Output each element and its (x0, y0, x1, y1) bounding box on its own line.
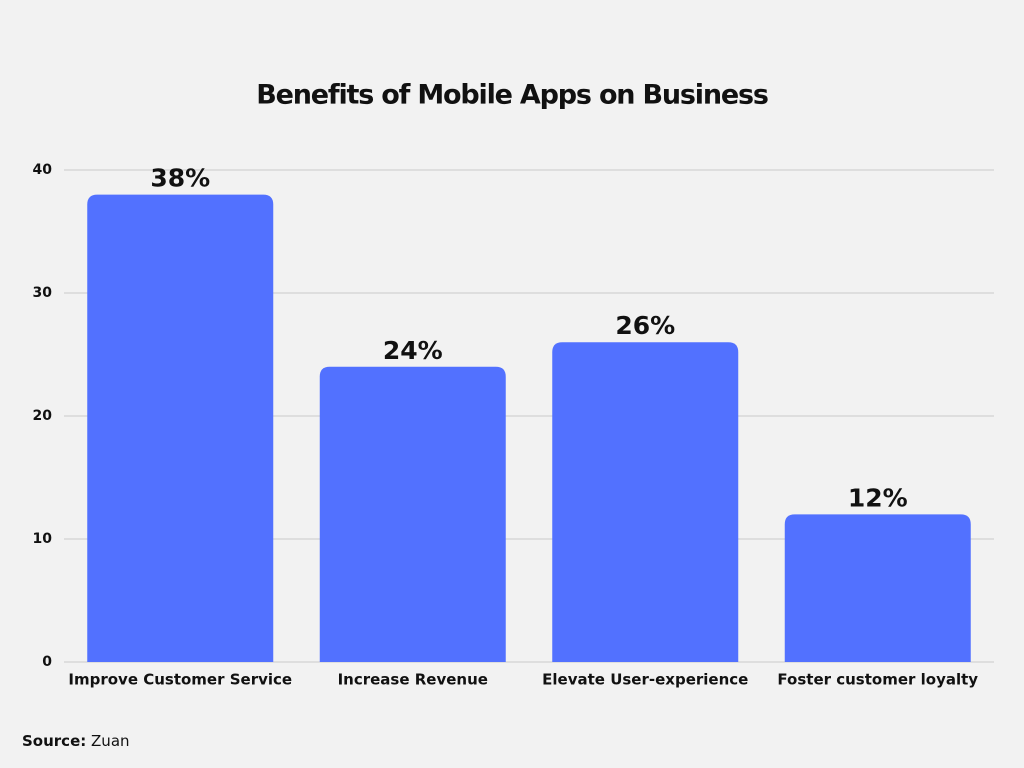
x-tick-label: Elevate User-experience (542, 671, 748, 689)
bar (552, 342, 739, 662)
source-label: Source: (22, 732, 86, 750)
y-tick-label: 30 (33, 285, 53, 301)
x-tick-label: Increase Revenue (338, 671, 488, 689)
y-tick-label: 0 (42, 654, 52, 670)
source: Source: Zuan (22, 732, 130, 750)
chart-title: Benefits of Mobile Apps on Business (256, 80, 768, 111)
x-tick-label: Improve Customer Service (68, 671, 292, 689)
value-label: 24% (383, 336, 443, 365)
y-tick-label: 10 (33, 531, 53, 547)
value-label: 12% (848, 483, 908, 512)
value-label: 26% (615, 311, 675, 340)
value-label: 38% (150, 164, 210, 193)
source-text: Zuan (91, 732, 129, 750)
y-tick-label: 40 (33, 162, 53, 178)
bar (319, 366, 506, 662)
bar (784, 514, 971, 662)
bar (87, 194, 274, 662)
y-tick-label: 20 (33, 408, 53, 424)
x-tick-label: Foster customer loyalty (777, 671, 978, 689)
